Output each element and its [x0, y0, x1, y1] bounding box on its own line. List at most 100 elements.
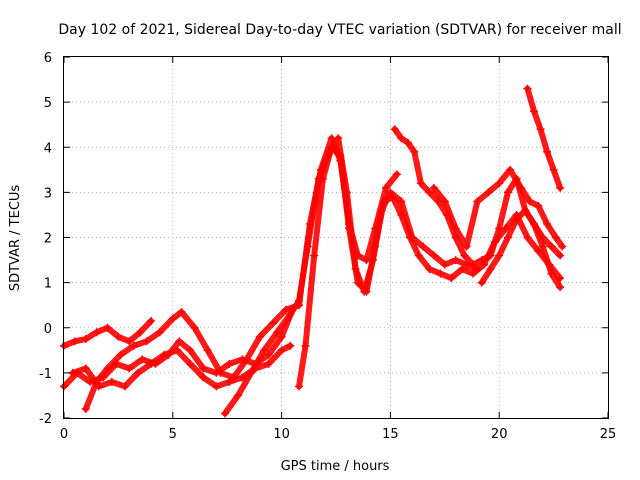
data-point: [503, 188, 512, 197]
series-layer: [60, 84, 567, 418]
data-point: [212, 382, 221, 391]
data-point: [199, 373, 208, 382]
data-point: [225, 359, 234, 368]
data-point: [199, 364, 208, 373]
y-tick-label: 4: [44, 141, 52, 156]
data-point: [264, 359, 273, 368]
data-point: [186, 346, 195, 355]
x-tick-label: 0: [60, 427, 68, 442]
data-point: [523, 84, 532, 93]
series-trace-band: [296, 144, 564, 390]
series-trace-band: [430, 166, 566, 250]
data-point: [469, 269, 478, 278]
data-point: [229, 373, 238, 382]
data-point: [410, 147, 419, 156]
data-point: [186, 359, 195, 368]
data-point: [512, 215, 521, 224]
data-point: [469, 260, 478, 269]
data-point: [81, 364, 90, 373]
data-point: [303, 242, 312, 251]
data-point: [429, 251, 438, 260]
data-point: [405, 233, 414, 242]
data-point: [116, 350, 125, 359]
data-point: [506, 165, 515, 174]
data-point: [125, 364, 134, 373]
data-point: [255, 332, 264, 341]
data-point: [286, 310, 295, 319]
data-point: [462, 242, 471, 251]
data-point: [277, 332, 286, 341]
data-point: [260, 346, 269, 355]
data-point: [216, 368, 225, 377]
x-tick-label: 10: [273, 427, 290, 442]
data-point: [242, 355, 251, 364]
data-point: [336, 152, 345, 161]
data-point: [525, 197, 534, 206]
data-point: [416, 179, 425, 188]
y-tick-label: 0: [44, 322, 52, 337]
y-tick-label: 1: [44, 277, 52, 292]
data-point: [273, 328, 282, 337]
data-point: [486, 251, 495, 260]
data-point: [103, 364, 112, 373]
series-trace-8: [429, 165, 567, 251]
data-point: [425, 188, 434, 197]
data-point: [247, 368, 256, 377]
data-point: [382, 183, 391, 192]
data-point: [173, 346, 182, 355]
data-point: [177, 307, 186, 316]
data-point: [451, 224, 460, 233]
data-point: [484, 188, 493, 197]
data-point: [379, 197, 388, 206]
data-point: [414, 251, 423, 260]
data-point: [142, 337, 151, 346]
data-point: [556, 283, 565, 292]
data-point: [419, 242, 428, 251]
y-tick-label: 3: [44, 186, 52, 201]
data-point: [495, 179, 504, 188]
data-point: [286, 341, 295, 350]
y-tick-label: 6: [44, 51, 52, 66]
data-point: [92, 377, 101, 386]
data-point: [440, 260, 449, 269]
data-point: [353, 278, 362, 287]
data-point: [160, 350, 169, 359]
data-point: [543, 147, 552, 156]
tick-layer: 0 5 10 15 20 25 -2 -1 0 1 2 3 4 5 6: [39, 51, 616, 442]
data-point: [397, 134, 406, 143]
y-tick-label: -1: [39, 367, 52, 382]
data-point: [495, 251, 504, 260]
data-point: [168, 314, 177, 323]
data-point: [551, 233, 560, 242]
data-point: [155, 328, 164, 337]
data-point: [392, 170, 401, 179]
data-point: [397, 210, 406, 219]
y-tick-label: 2: [44, 232, 52, 247]
data-point: [318, 174, 327, 183]
plot-frame: [63, 56, 609, 419]
data-point: [473, 197, 482, 206]
data-point: [234, 391, 243, 400]
data-point: [345, 224, 354, 233]
data-point: [436, 269, 445, 278]
data-point: [264, 350, 273, 359]
data-point: [70, 337, 79, 346]
data-point: [190, 323, 199, 332]
data-point: [425, 265, 434, 274]
data-point: [536, 125, 545, 134]
data-point: [390, 125, 399, 134]
series-trace-10: [477, 206, 565, 292]
data-point: [403, 138, 412, 147]
series-trace-3: [68, 341, 295, 391]
data-point: [147, 316, 156, 325]
data-point: [477, 256, 486, 265]
data-point: [147, 359, 156, 368]
data-point: [133, 368, 142, 377]
data-point: [547, 242, 556, 251]
data-point: [268, 319, 277, 328]
data-point: [521, 206, 530, 215]
data-point: [556, 183, 565, 192]
series-trace-band: [478, 207, 564, 291]
data-point: [125, 337, 134, 346]
